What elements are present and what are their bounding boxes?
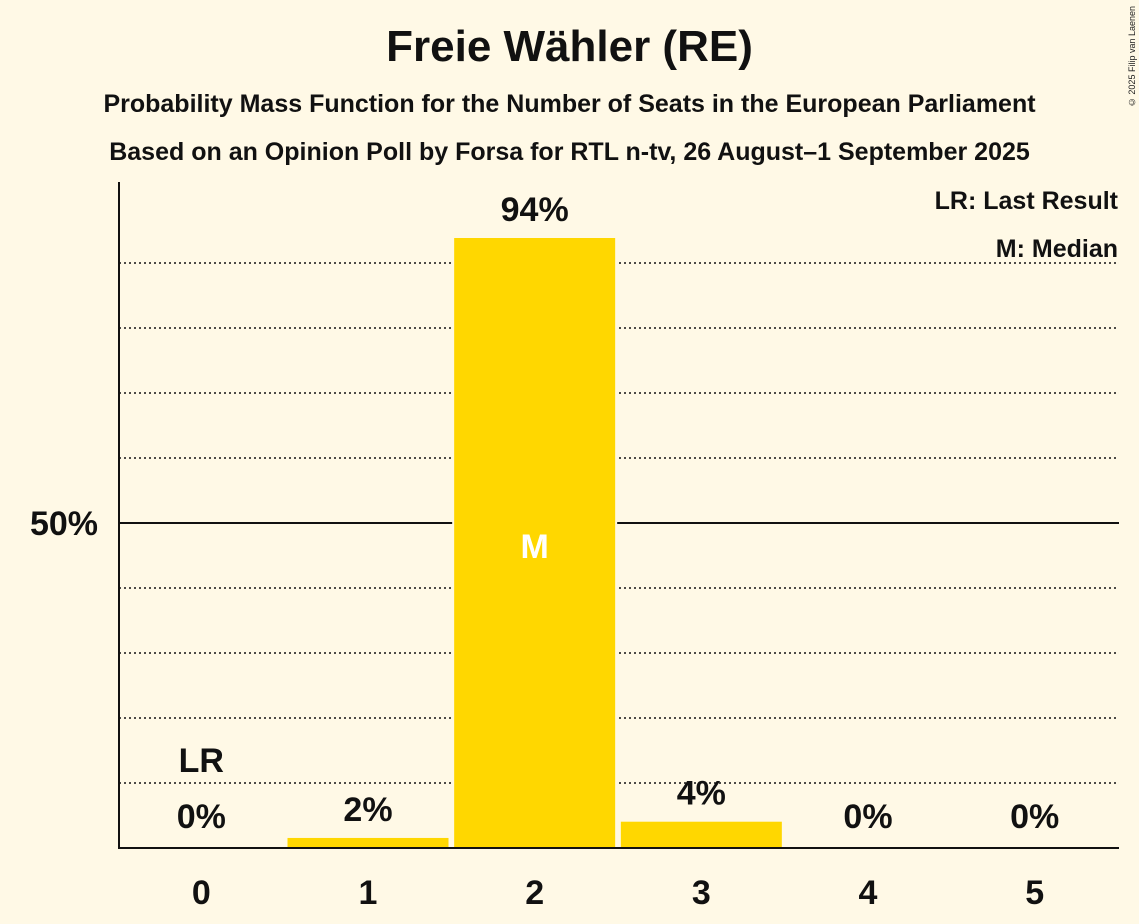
x-tick-label: 1 (359, 874, 378, 912)
bars (285, 236, 784, 850)
data-label: 0% (1010, 798, 1059, 836)
chart-subtitle: Probability Mass Function for the Number… (103, 90, 1036, 118)
x-tick-label: 0 (192, 874, 211, 912)
data-label: 0% (843, 798, 892, 836)
y-tick-label: 50% (30, 505, 98, 543)
median-marker: M (521, 528, 549, 566)
data-label: 2% (343, 791, 392, 829)
x-tick-label: 4 (859, 874, 878, 912)
gridlines (119, 262, 1119, 784)
last-result-marker: LR (179, 742, 224, 780)
bar (452, 236, 618, 849)
data-label: 94% (501, 191, 569, 229)
bar (285, 835, 451, 850)
x-tick-label: 2 (525, 874, 544, 912)
data-label: 4% (677, 775, 726, 813)
data-label: 0% (177, 798, 226, 836)
chart-title: Freie Wähler (RE) (386, 22, 753, 71)
chart-source: Based on an Opinion Poll by Forsa for RT… (109, 138, 1030, 166)
legend-last-result: LR: Last Result (935, 187, 1119, 215)
legend-median: M: Median (996, 235, 1118, 263)
axes (118, 182, 1119, 849)
x-tick-label: 3 (692, 874, 711, 912)
labels: 50% 0% 0 LR 2% 1 94% 2 M 4% 3 0% 4 0% 5 (30, 191, 1059, 912)
x-tick-label: 5 (1025, 874, 1044, 912)
bar (618, 819, 784, 850)
